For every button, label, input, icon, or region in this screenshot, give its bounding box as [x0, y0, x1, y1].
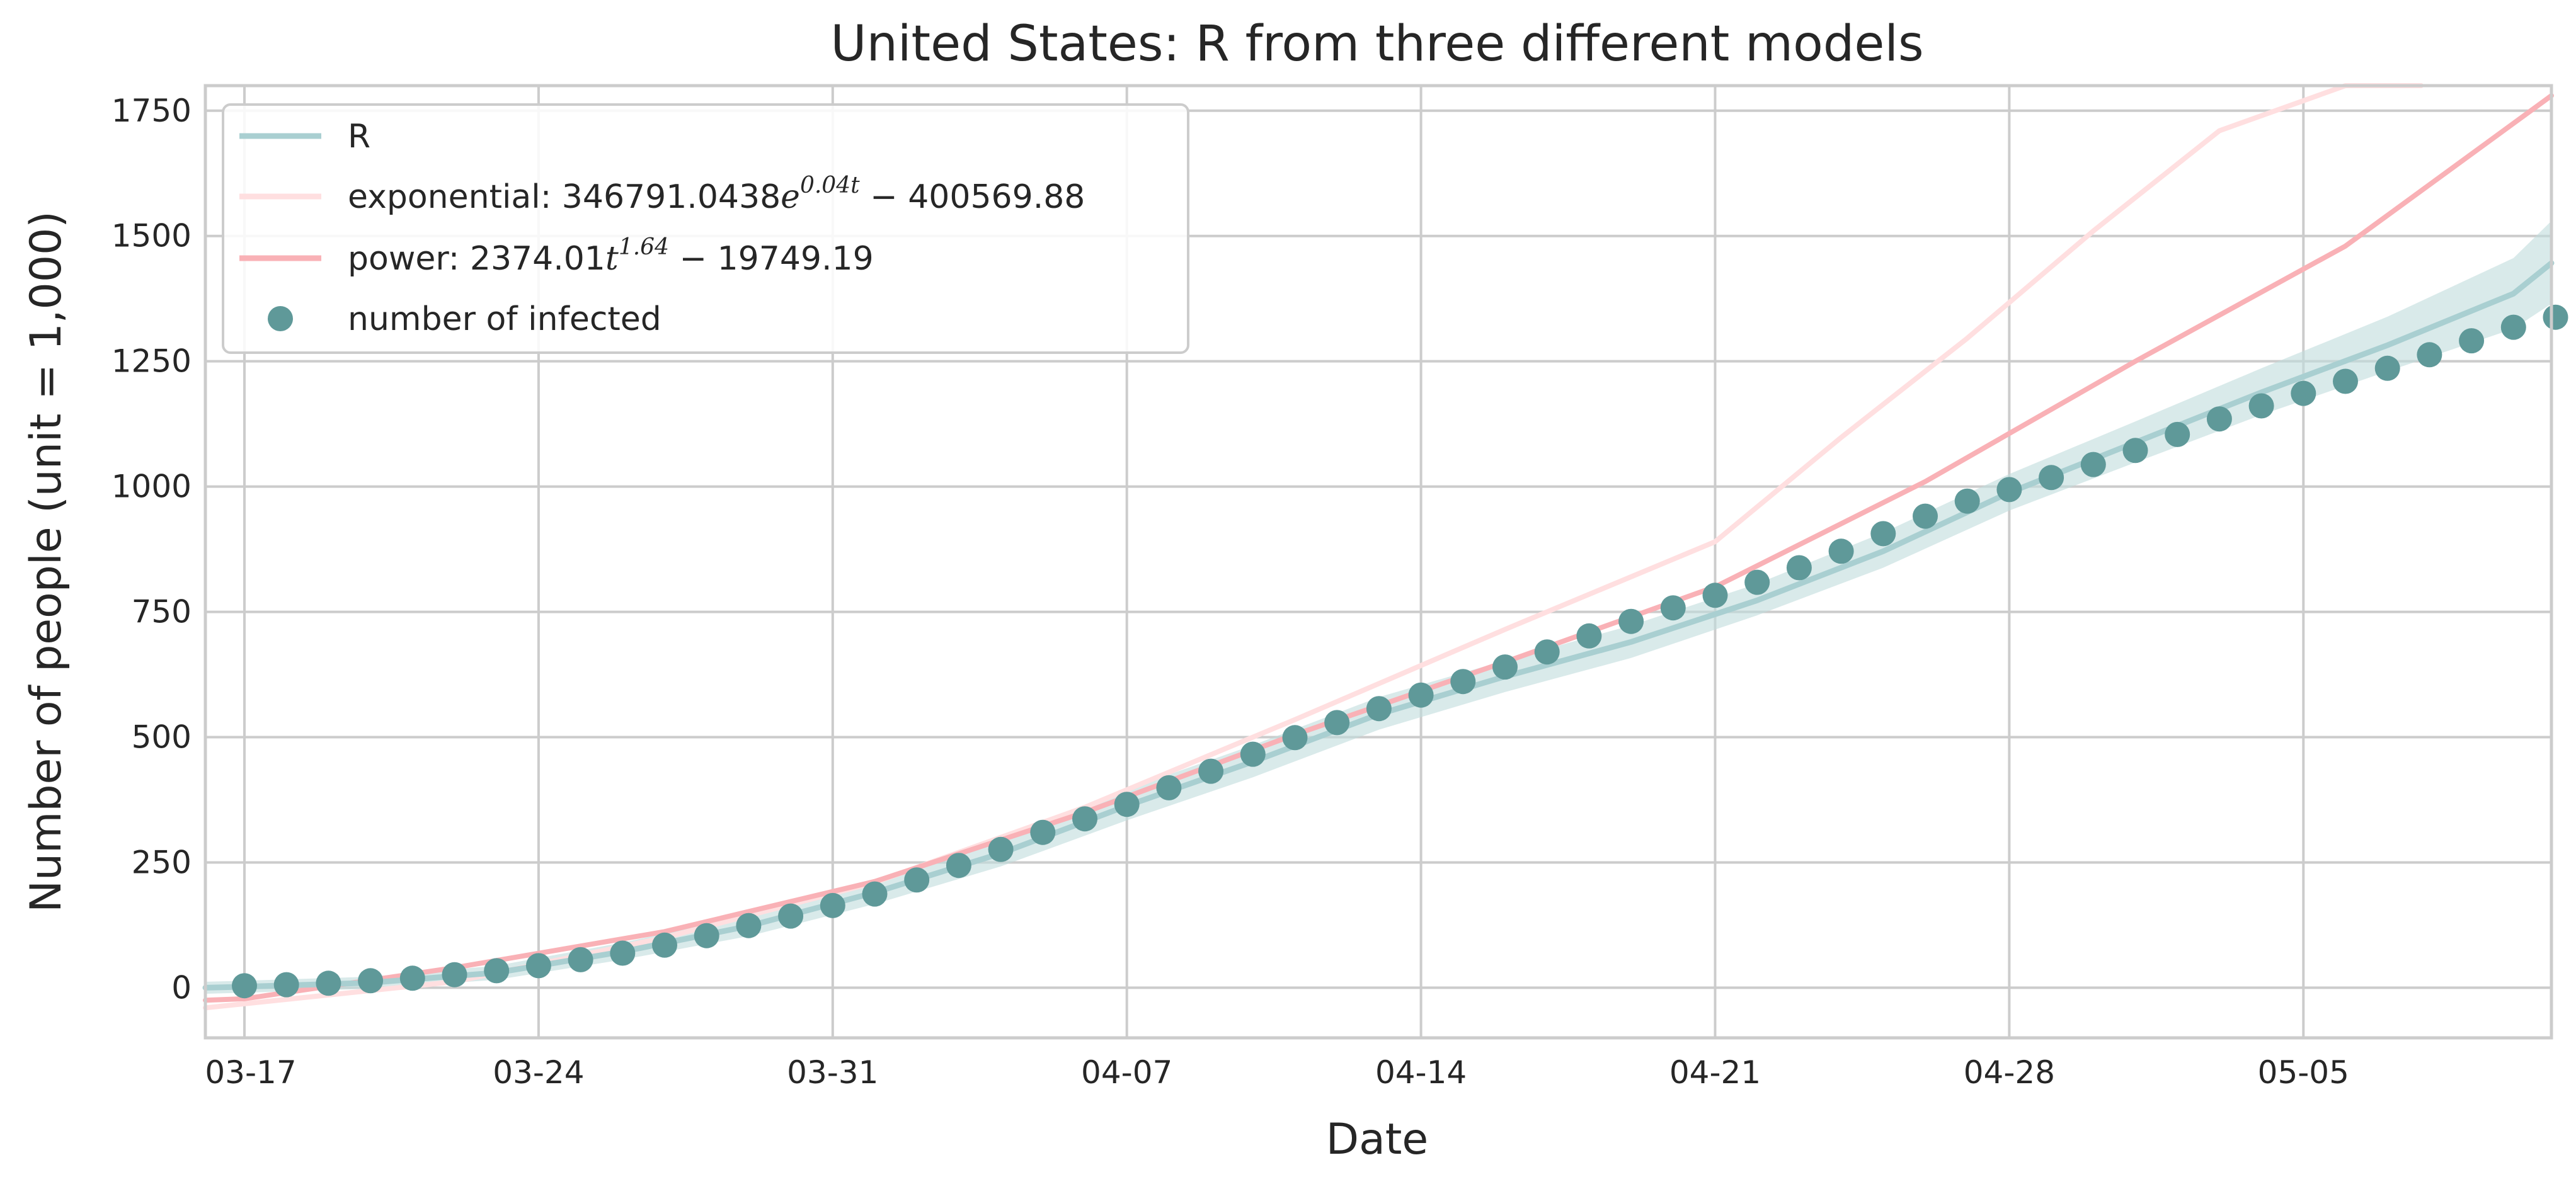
x-tick-label-03-31: 03-31 [787, 1054, 878, 1091]
y-tick-label-1000: 1000 [112, 469, 192, 505]
infected-point-26 [1324, 710, 1350, 736]
infected-point-53 [2459, 328, 2485, 354]
chart-title: United States: R from three different mo… [830, 16, 1923, 72]
legend: R exponential: 346791.0438e0.04t − 40056… [222, 103, 1189, 354]
x-axis-label: Date [1326, 1115, 1429, 1164]
infected-point-45 [2122, 438, 2148, 464]
legend-exp-suffix: − 400569.88 [860, 178, 1085, 216]
infected-point-50 [2333, 368, 2358, 394]
x-tick-label-03-17: 03-17 [205, 1054, 296, 1091]
infected-point-20 [1072, 806, 1097, 832]
y-tick-label-1750: 1750 [112, 93, 192, 129]
x-tick-label-04-07: 04-07 [1081, 1054, 1172, 1091]
legend-label-r: R [348, 118, 370, 156]
legend-box [222, 103, 1189, 354]
x-tick-labels: 03-17 03-24 03-31 04-07 04-14 04-21 04-28 05-05 [205, 1054, 2349, 1091]
infected-point-12 [736, 913, 762, 938]
x-tick-label-04-21: 04-21 [1669, 1054, 1761, 1091]
x-tick-label-04-28: 04-28 [1964, 1054, 2055, 1091]
infected-point-40 [1913, 503, 1938, 529]
infected-point-7 [525, 953, 551, 979]
infected-point-23 [1198, 758, 1224, 784]
infected-point-19 [1030, 819, 1056, 845]
infected-point-31 [1534, 639, 1560, 665]
infected-point-30 [1492, 654, 1518, 680]
legend-pow-suffix: − 19749.19 [669, 240, 874, 278]
infected-point-54 [2500, 314, 2526, 340]
infected-point-29 [1450, 669, 1476, 695]
plot-frame [203, 84, 2553, 1040]
infected-point-18 [988, 836, 1014, 862]
infected-point-25 [1282, 725, 1308, 751]
infected-point-33 [1618, 608, 1644, 634]
infected-point-46 [2165, 421, 2190, 447]
infected-point-55 [2543, 304, 2568, 330]
infected-point-1 [273, 972, 299, 998]
infected-point-28 [1408, 682, 1434, 708]
infected-point-10 [652, 932, 677, 958]
legend-exp-exponent: 0.04t [800, 173, 860, 198]
infected-point-47 [2206, 406, 2232, 432]
y-tick-label-250: 250 [132, 844, 192, 880]
infected-point-48 [2248, 393, 2274, 419]
infected-point-37 [1786, 555, 1812, 581]
infected-point-49 [2291, 380, 2316, 406]
legend-label-exponential: exponential: 346791.0438e0.04t − 400569.… [348, 173, 1085, 216]
infected-point-38 [1828, 538, 1854, 564]
legend-pow-coef: 2374.01 [470, 240, 605, 278]
y-tick-label-500: 500 [132, 719, 192, 756]
infected-point-3 [358, 968, 384, 994]
y-tick-labels: 0 250 500 750 1000 1250 1500 1750 [112, 93, 192, 1006]
infected-point-11 [694, 923, 719, 948]
series [202, 83, 2568, 1011]
infected-point-2 [316, 970, 341, 996]
infected-point-21 [1114, 792, 1140, 817]
legend-exp-base: e [781, 178, 800, 216]
y-tick-label-1500: 1500 [112, 218, 192, 254]
infected-point-51 [2374, 355, 2400, 381]
legend-label-power: power: 2374.01t1.64 − 19749.19 [348, 234, 874, 278]
x-tick-label-05-05: 05-05 [2258, 1054, 2349, 1091]
legend-label-infected: number of infected [348, 300, 661, 338]
infected-point-5 [442, 962, 467, 987]
infected-point-39 [1870, 521, 1896, 547]
infected-point-8 [568, 947, 593, 972]
legend-pow-base: t [605, 240, 619, 278]
infected-point-27 [1366, 696, 1392, 722]
infected-point-0 [232, 973, 257, 999]
infected-point-15 [862, 881, 888, 907]
infected-point-4 [399, 965, 425, 991]
infected-point-35 [1702, 583, 1728, 608]
legend-swatch-infected [268, 306, 293, 331]
legend-pow-prefix: power: [348, 240, 470, 278]
y-tick-label-0: 0 [171, 969, 192, 1006]
y-tick-label-1250: 1250 [112, 343, 192, 380]
infected-point-42 [1996, 477, 2022, 503]
infected-point-22 [1156, 775, 1182, 800]
x-tick-label-04-14: 04-14 [1375, 1054, 1467, 1091]
x-tick-label-03-24: 03-24 [493, 1054, 584, 1091]
y-tick-label-750: 750 [132, 594, 192, 630]
legend-pow-exponent: 1.64 [619, 234, 669, 260]
infected-point-16 [904, 867, 930, 893]
infected-point-24 [1240, 741, 1266, 767]
legend-exp-prefix: exponential: [348, 178, 562, 216]
infected-point-14 [820, 892, 845, 918]
y-axis-label: Number of people (unit = 1,000) [21, 211, 71, 913]
infected-point-36 [1744, 569, 1770, 595]
legend-exp-coef: 346791.0438 [562, 178, 781, 216]
infected-point-44 [2080, 452, 2106, 477]
infected-point-6 [484, 958, 510, 984]
infected-point-9 [610, 940, 636, 966]
infected-point-34 [1660, 595, 1686, 621]
infected-point-41 [1954, 488, 1980, 514]
infected-point-52 [2417, 342, 2442, 368]
infected-point-17 [946, 853, 971, 879]
infected-point-32 [1576, 623, 1602, 649]
infected-point-13 [778, 903, 804, 929]
infected-point-43 [2039, 465, 2064, 491]
